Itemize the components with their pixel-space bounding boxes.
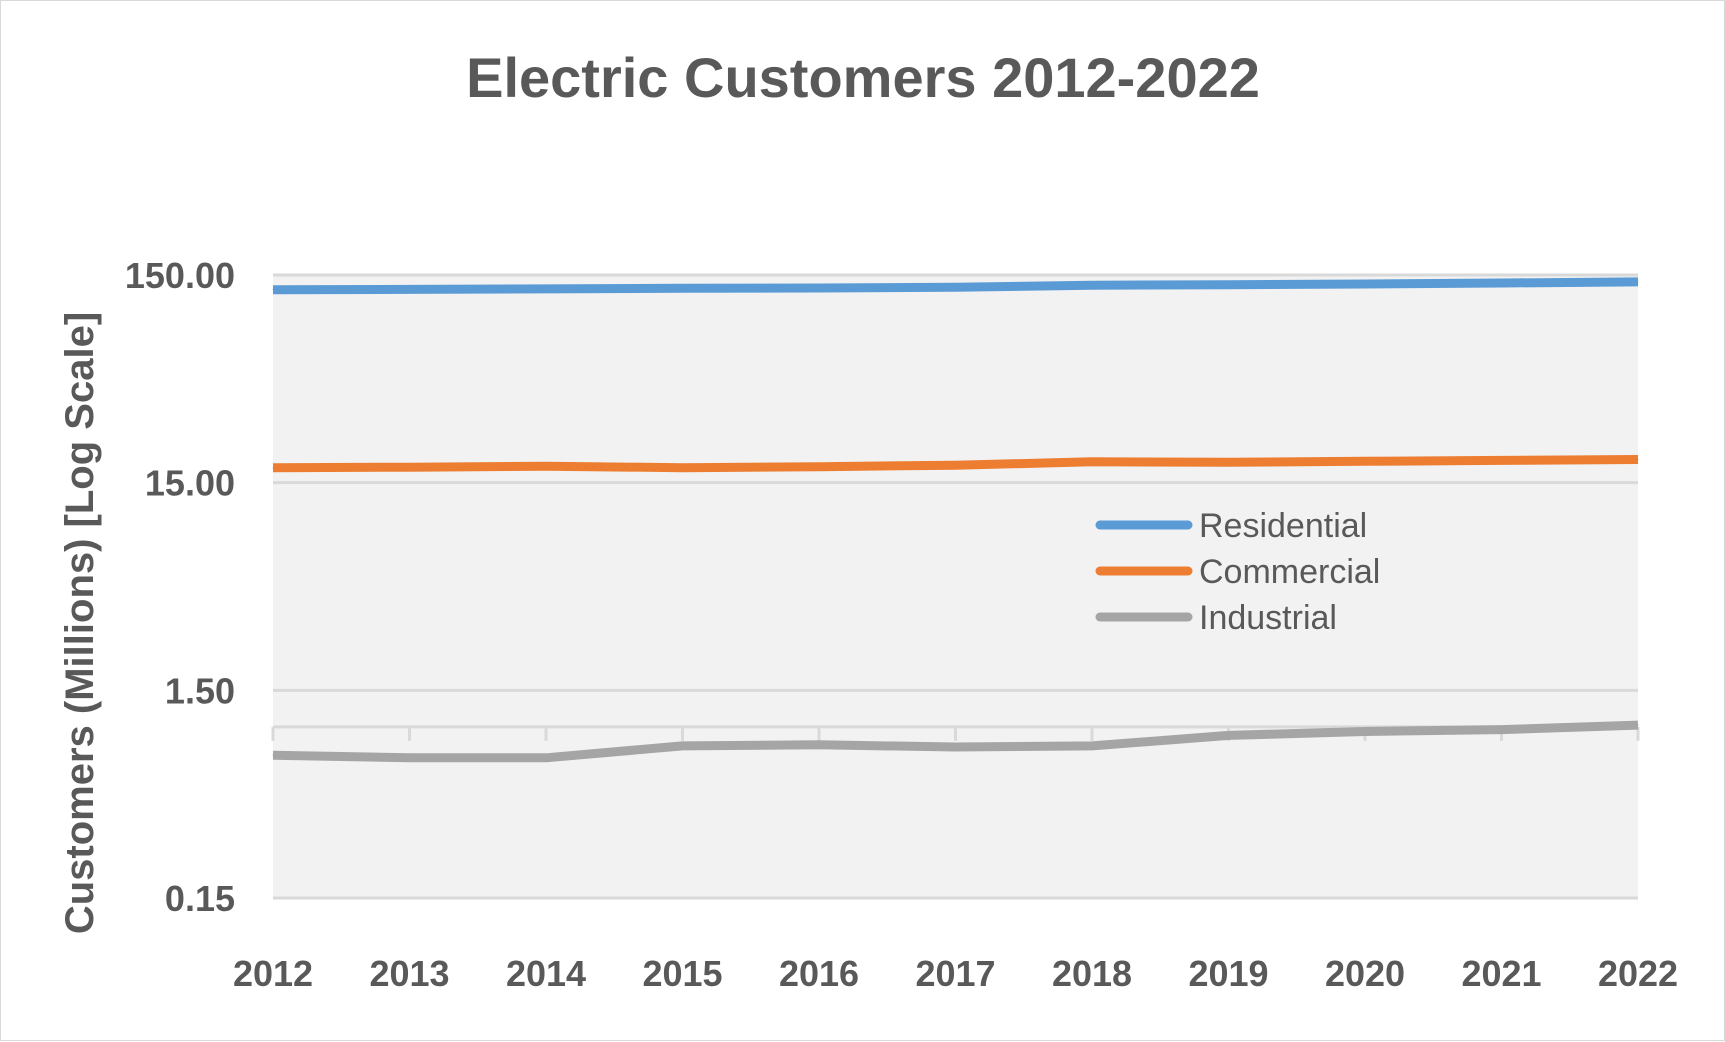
point-commercial [955,464,956,466]
x-tick-label: 2012 [233,953,313,994]
y-axis-label: Customers (Millions) [Log Scale] [58,312,102,934]
point-residential [1228,284,1229,286]
point-residential [818,287,820,289]
x-tick-label: 2018 [1052,953,1132,994]
point-industrial [272,754,274,756]
point-commercial [1637,458,1639,460]
point-commercial [1228,461,1229,463]
y-tick-label: 0.15 [165,878,235,919]
y-tick-label: 150.00 [125,255,235,296]
x-tick-label: 2016 [779,953,859,994]
y-tick-label: 15.00 [145,463,235,504]
y-tick-label: 1.50 [165,670,235,711]
point-residential [682,287,683,289]
point-commercial [1364,460,1366,462]
x-tick-label: 2017 [915,953,995,994]
gridlines [273,273,1638,900]
point-residential [1501,282,1502,284]
point-commercial [818,466,820,468]
legend: Residential Commercial Industrial [1095,507,1380,637]
x-tick-label: 2014 [506,953,586,994]
point-industrial [1228,734,1229,736]
point-industrial [682,745,683,747]
x-axis: 2012 2013 2014 2015 2016 2017 2018 2019 2020 2021… [233,725,1678,994]
y-axis-ticks: 150.00 15.00 1.50 0.15 [125,255,235,919]
x-tick-label: 2022 [1598,953,1678,994]
x-tick-label: 2020 [1325,953,1405,994]
x-tick-label: 2021 [1461,953,1541,994]
point-residential [409,288,410,290]
point-industrial [955,746,956,748]
point-industrial [1637,724,1639,726]
legend-label-industrial: Industrial [1199,599,1337,637]
point-commercial [1501,459,1502,461]
point-commercial [409,466,410,468]
point-commercial [682,467,683,469]
point-commercial [272,467,274,469]
point-industrial [818,744,820,746]
point-industrial [1501,729,1502,731]
point-residential [272,289,274,291]
point-residential [1637,281,1639,283]
x-tick-label: 2015 [642,953,722,994]
plot-area [273,275,1638,898]
chart-title: Electric Customers 2012-2022 [466,46,1260,109]
point-industrial [545,757,547,759]
x-tick-label: 2019 [1188,953,1268,994]
point-commercial [545,465,547,467]
point-residential [545,288,547,290]
legend-label-commercial: Commercial [1199,553,1380,591]
point-residential [955,286,956,288]
point-industrial [1364,731,1366,733]
series-lines [272,277,1639,763]
point-industrial [1091,745,1093,747]
point-commercial [1091,461,1093,463]
legend-label-residential: Residential [1199,507,1367,545]
point-residential [1091,284,1093,286]
point-industrial [409,757,410,759]
point-residential [1364,283,1366,285]
x-tick-label: 2013 [369,953,449,994]
